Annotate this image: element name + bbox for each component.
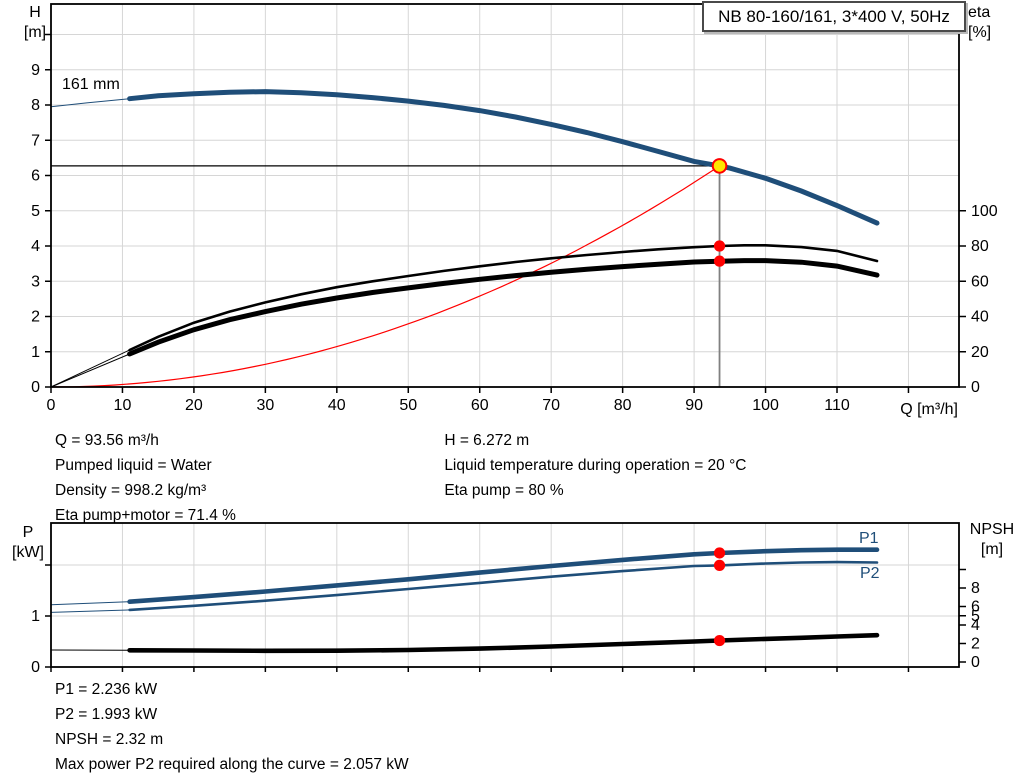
eta-axis-title: eta [%] xyxy=(968,4,992,41)
markers xyxy=(713,547,726,647)
tick-label: 7 xyxy=(31,132,40,149)
p-axis-title: P [kW] xyxy=(12,524,44,561)
eta-pump-curve xyxy=(128,244,879,352)
tick-label: 1 xyxy=(31,344,40,361)
info-max-power: Max power P2 required along the curve = … xyxy=(55,756,409,773)
markers xyxy=(711,158,728,267)
tick-label: 8 xyxy=(971,580,980,597)
tick-label: 0 xyxy=(47,397,56,414)
info-eta-pump-motor: Eta pump+motor = 71.4 % xyxy=(55,507,236,524)
tick-label: 80 xyxy=(614,397,632,414)
plot-frame xyxy=(50,3,960,388)
tick-label: 30 xyxy=(256,397,274,414)
tick-label: 70 xyxy=(542,397,560,414)
eta-pump-point xyxy=(713,240,726,252)
impeller-diameter-label: 161 mm xyxy=(62,76,120,93)
tick-label: 0 xyxy=(31,659,40,676)
info-npsh: NPSH = 2.32 m xyxy=(55,731,164,748)
tick-label: 90 xyxy=(685,397,703,414)
tick-label: 0 xyxy=(971,379,980,396)
tick-label: 5 xyxy=(31,203,40,220)
p1-curve-thin xyxy=(50,601,130,606)
tick-label: 6 xyxy=(971,599,980,616)
tick-label: 3 xyxy=(31,273,40,290)
p2-curve xyxy=(128,560,879,612)
operating-point-lines xyxy=(51,165,721,387)
tick-label: 100 xyxy=(752,397,779,414)
info-p1: P1 = 2.236 kW xyxy=(55,681,158,698)
gridlines xyxy=(51,4,959,387)
p1-curve xyxy=(127,547,880,604)
tick-label: 10 xyxy=(114,397,132,414)
q-axis-title: Q [m³/h] xyxy=(900,401,958,418)
tick-label: 40 xyxy=(328,397,346,414)
tick-label: 8 xyxy=(31,97,40,114)
plot-frame xyxy=(50,522,960,668)
duty-point-info-col2: H = 6.272 m Liquid temperature during op… xyxy=(444,428,746,503)
eta-pump-curve-thin xyxy=(50,349,130,388)
tick-label: 0 xyxy=(31,379,40,396)
npsh-axis-title: NPSH [m] xyxy=(969,521,1015,558)
p2-point xyxy=(713,559,726,571)
tick-label: 60 xyxy=(971,273,989,290)
tick-label: 80 xyxy=(971,238,989,255)
tick-label: 40 xyxy=(971,309,989,326)
h-axis-title: H [m] xyxy=(23,4,47,41)
tick-label: 20 xyxy=(185,397,203,414)
info-p2: P2 = 1.993 kW xyxy=(55,706,158,723)
tick-label: 2 xyxy=(31,309,40,326)
tick-label: 4 xyxy=(31,238,40,255)
info-pumped-liquid: Pumped liquid = Water xyxy=(55,457,212,474)
info-h: H = 6.272 m xyxy=(444,432,530,449)
tick-label: 110 xyxy=(824,397,850,414)
tick-label: 2 xyxy=(971,636,980,653)
eta-pump-motor-curve-thin xyxy=(50,353,130,388)
p1-curve-label: P1 xyxy=(859,530,879,547)
operating-point-marker xyxy=(711,158,728,174)
pump-curve xyxy=(127,89,880,226)
power-info: P1 = 2.236 kW P2 = 1.993 kW NPSH = 2.32 … xyxy=(55,677,409,777)
tick-label: 100 xyxy=(971,203,998,220)
info-q: Q = 93.56 m³/h xyxy=(55,432,159,449)
p1-point xyxy=(713,547,726,559)
p2-curve-thin xyxy=(50,609,130,613)
info-liquid-temperature: Liquid temperature during operation = 20… xyxy=(444,457,747,474)
tick-label: 0 xyxy=(971,654,980,671)
pump-curve-thin xyxy=(50,98,130,108)
eta-pump-motor-curve xyxy=(127,258,880,357)
pump-type-label: NB 80-160/161, 3*400 V, 50Hz xyxy=(702,1,966,32)
tick-label: 50 xyxy=(399,397,417,414)
tick-label: 20 xyxy=(971,344,989,361)
system-curve xyxy=(50,168,716,388)
npsh-point xyxy=(713,634,726,647)
tick-label: 5 xyxy=(971,608,980,625)
duty-point-info: Q = 93.56 m³/h Pumped liquid = Water Den… xyxy=(55,428,747,528)
tick-label: 60 xyxy=(471,397,489,414)
gridlines xyxy=(51,523,959,667)
p2-curve-label: P2 xyxy=(860,565,880,582)
tick-label: 4 xyxy=(971,617,980,634)
info-density: Density = 998.2 kg/m³ xyxy=(55,482,207,499)
duty-point-info-col1: Q = 93.56 m³/h Pumped liquid = Water Den… xyxy=(55,428,440,528)
tick-label: 9 xyxy=(31,62,40,79)
tick-label: 1 xyxy=(31,608,40,625)
curves xyxy=(50,547,880,654)
curves xyxy=(50,89,880,388)
tick-label: 6 xyxy=(31,168,40,185)
info-eta-pump: Eta pump = 80 % xyxy=(444,482,564,499)
eta-pump-motor-point xyxy=(713,255,726,267)
npsh-curve xyxy=(127,632,880,654)
